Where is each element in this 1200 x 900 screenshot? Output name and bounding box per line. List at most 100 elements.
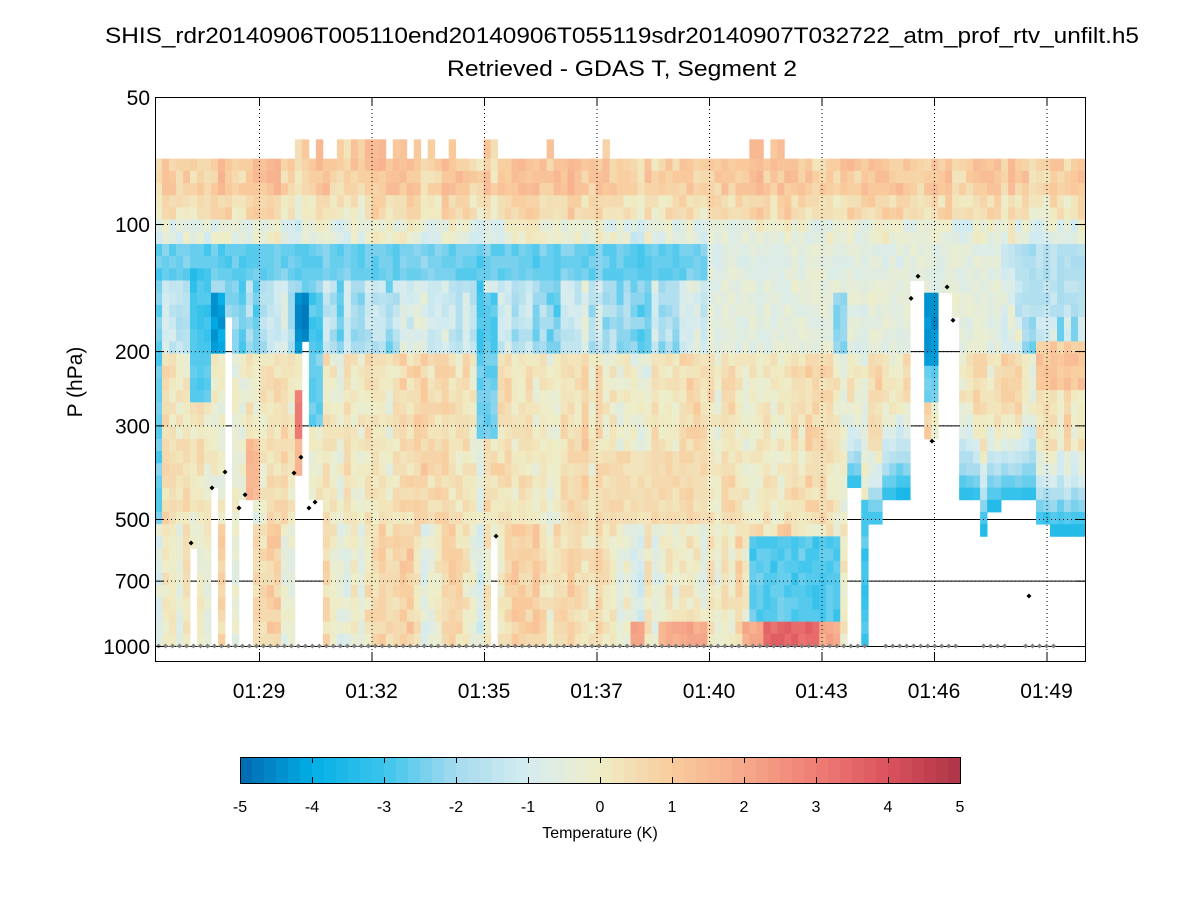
heatmap-cell	[1050, 524, 1058, 537]
heatmap-cell	[483, 463, 492, 476]
heatmap-cell	[588, 475, 596, 489]
heatmap-cell	[546, 280, 554, 294]
heatmap-cell	[644, 390, 652, 403]
heatmap-cell	[183, 536, 191, 549]
heatmap-cell	[155, 183, 163, 196]
heatmap-cell	[1077, 451, 1086, 464]
heatmap-cell	[882, 487, 890, 501]
heatmap-cell	[350, 512, 359, 525]
heatmap-cell	[259, 390, 268, 403]
heatmap-cell	[525, 219, 534, 233]
heatmap-cell	[553, 390, 561, 403]
heatmap-cell	[889, 426, 897, 440]
heatmap-cell	[1001, 158, 1009, 172]
heatmap-cell	[756, 402, 764, 415]
heatmap-cell	[532, 365, 540, 379]
heatmap-cell	[644, 536, 652, 549]
heatmap-cell	[476, 390, 485, 403]
heatmap-cell	[588, 365, 596, 379]
heatmap-cell	[770, 219, 778, 233]
heatmap-cell	[973, 390, 981, 403]
heatmap-cell	[665, 426, 673, 440]
heatmap-cell	[826, 292, 834, 306]
heatmap-cell	[833, 512, 841, 525]
heatmap-cell	[903, 377, 911, 391]
heatmap-cell	[749, 304, 757, 318]
heatmap-cell	[245, 329, 254, 342]
heatmap-cell	[861, 414, 869, 428]
heatmap-cell	[994, 463, 1002, 476]
heatmap-cell	[385, 243, 394, 257]
heatmap-cell	[357, 621, 366, 635]
heatmap-cell	[217, 219, 226, 233]
heatmap-cell	[511, 463, 520, 476]
heatmap-cell	[455, 451, 464, 464]
heatmap-cell	[630, 524, 638, 537]
heatmap-cell	[735, 170, 743, 184]
surface-marker	[848, 643, 854, 649]
surface-marker	[491, 643, 497, 649]
heatmap-cell	[875, 365, 883, 379]
heatmap-cell	[721, 304, 729, 318]
heatmap-cell	[1015, 207, 1023, 220]
heatmap-cell	[231, 536, 240, 549]
heatmap-cell	[546, 268, 554, 281]
heatmap-cell	[672, 572, 680, 586]
heatmap-cell	[581, 475, 589, 489]
heatmap-cell	[987, 451, 995, 464]
heatmap-cell	[581, 426, 589, 440]
heatmap-cell	[476, 207, 485, 220]
heatmap-cell	[560, 207, 568, 220]
heatmap-cell	[595, 329, 603, 342]
heatmap-cell	[812, 597, 820, 610]
heatmap-cell	[539, 548, 547, 562]
heatmap-cell	[392, 170, 401, 184]
cloud-top-marker	[908, 295, 914, 301]
heatmap-cell	[616, 231, 624, 245]
heatmap-cell	[162, 377, 170, 391]
heatmap-cell	[658, 499, 666, 513]
heatmap-cell	[371, 438, 380, 452]
heatmap-cell	[287, 195, 296, 208]
heatmap-cell	[910, 195, 918, 208]
surface-marker	[498, 643, 504, 649]
heatmap-cell	[420, 536, 429, 549]
heatmap-cell	[504, 451, 513, 464]
heatmap-cell	[623, 499, 631, 513]
heatmap-cell	[532, 183, 540, 196]
heatmap-cell	[155, 256, 163, 269]
heatmap-cell	[371, 139, 380, 160]
heatmap-cell	[238, 304, 247, 318]
heatmap-cell	[826, 317, 834, 330]
heatmap-cell	[441, 365, 450, 379]
heatmap-cell	[756, 572, 764, 586]
heatmap-cell	[336, 353, 345, 367]
heatmap-cell	[805, 341, 813, 355]
heatmap-cell	[217, 231, 226, 245]
heatmap-cell	[539, 292, 547, 306]
heatmap-cell	[644, 207, 652, 220]
heatmap-cell	[679, 243, 687, 257]
heatmap-cell	[833, 329, 841, 342]
heatmap-cell	[280, 463, 289, 476]
heatmap-cell	[791, 292, 799, 306]
heatmap-cell	[210, 256, 219, 269]
heatmap-cell	[1001, 243, 1009, 257]
heatmap-cell	[903, 170, 911, 184]
heatmap-cell	[735, 475, 743, 489]
heatmap-cell	[1077, 170, 1086, 184]
surface-marker	[792, 643, 798, 649]
heatmap-cell	[406, 609, 415, 623]
heatmap-cell	[231, 451, 240, 464]
surface-marker	[400, 643, 406, 649]
heatmap-cell	[441, 438, 450, 452]
heatmap-cell	[553, 329, 561, 342]
heatmap-cell	[581, 231, 589, 245]
heatmap-cell	[357, 609, 366, 623]
heatmap-cell	[728, 304, 736, 318]
heatmap-cell	[728, 548, 736, 562]
heatmap-cell	[707, 304, 715, 318]
heatmap-cell	[1008, 317, 1016, 330]
heatmap-cell	[1015, 317, 1023, 330]
heatmap-cell	[595, 365, 603, 379]
